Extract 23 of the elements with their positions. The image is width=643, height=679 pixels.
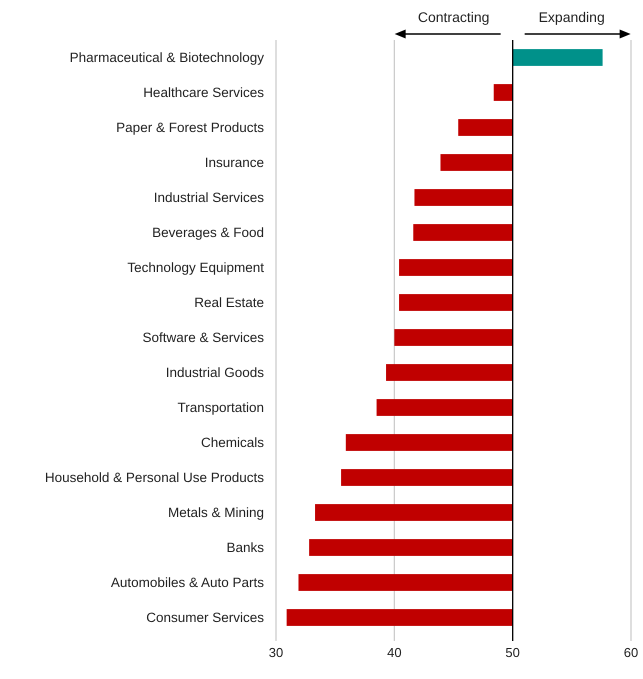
- y-tick-label: Insurance: [204, 155, 264, 170]
- text: Contracting: [418, 9, 490, 25]
- y-tick-label: Chemicals: [200, 435, 264, 450]
- y-tick-label: Real Estate: [194, 295, 264, 310]
- y-tick-label: Industrial Goods: [166, 365, 264, 380]
- y-tick-label: Technology Equipment: [127, 260, 264, 276]
- y-tick-label: Healthcare Services: [143, 85, 264, 100]
- y-tick-label: Banks: [226, 540, 264, 556]
- y-tick-label: Beverages & Food: [152, 225, 264, 240]
- y-tick-label: Paper & Forest Products: [116, 120, 264, 136]
- y-tick-label: Metals & Mining: [168, 505, 264, 520]
- y-tick-label: Household & Personal Use Products: [44, 470, 264, 486]
- x-tick-label: 40: [387, 645, 402, 660]
- y-tick-label: Pharmaceutical & Biotechnology: [70, 50, 264, 66]
- x-tick-label: 30: [268, 645, 284, 660]
- y-tick-label: Automobiles & Auto Parts: [110, 575, 264, 590]
- x-tick-label: 50: [505, 645, 520, 660]
- y-tick-label: Industrial Services: [154, 190, 264, 206]
- y-tick-label: Software & Services: [142, 330, 264, 346]
- y-tick-label: Transportation: [177, 400, 264, 416]
- y-tick-label: Consumer Services: [146, 610, 264, 626]
- x-tick-label: 60: [624, 645, 638, 660]
- text: Expanding: [538, 9, 605, 25]
